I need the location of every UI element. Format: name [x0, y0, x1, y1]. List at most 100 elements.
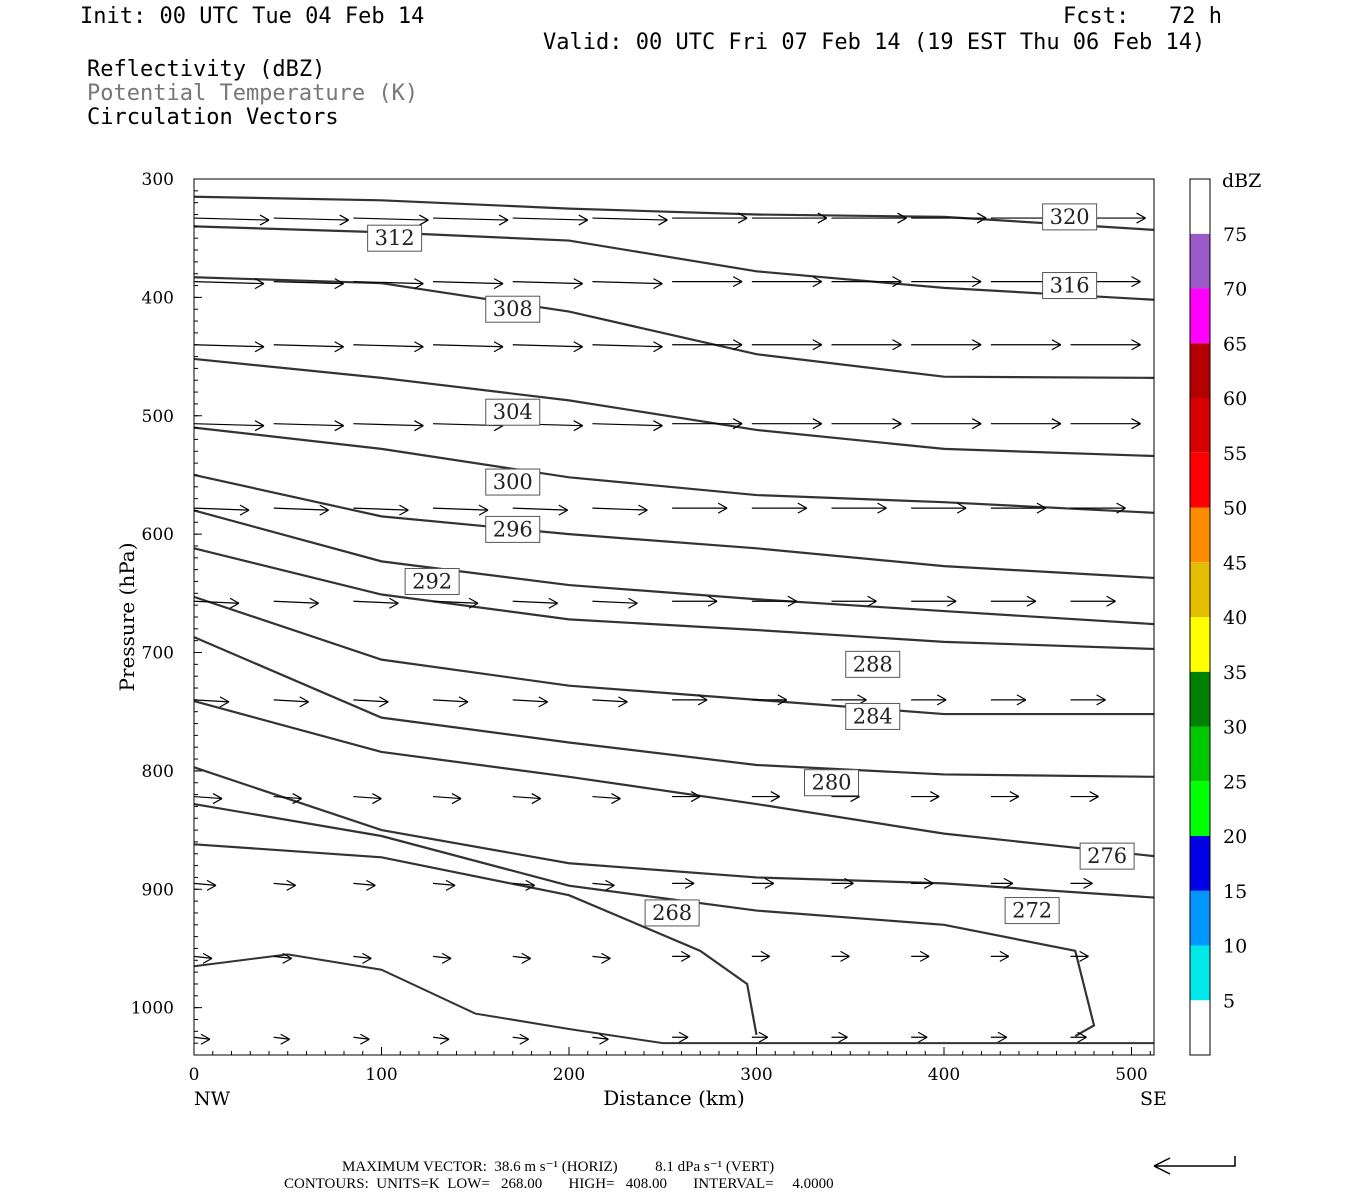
circulation-vector — [1070, 502, 1126, 514]
circulation-vector — [193, 696, 230, 708]
theta-contour-296 — [193, 509, 1155, 626]
colorbar-level-label: 35 — [1223, 662, 1247, 684]
circulation-vector — [672, 694, 708, 706]
circulation-vector — [751, 276, 823, 288]
circulation-vector — [353, 420, 424, 432]
circulation-vector — [672, 877, 695, 889]
contour-label: 316 — [1050, 274, 1090, 298]
colorbar-swatch — [1190, 452, 1210, 508]
colorbar-level-label: 65 — [1223, 333, 1247, 355]
circulation-vector — [193, 952, 213, 964]
circulation-vector — [273, 952, 292, 964]
circulation-vector — [990, 1031, 1008, 1043]
y-tick-label: 500 — [142, 407, 174, 427]
circulation-vector — [193, 1033, 211, 1045]
contour-label: 280 — [811, 771, 851, 795]
colorbar-level-label: 50 — [1223, 498, 1247, 520]
circulation-vector — [831, 877, 854, 889]
circulation-vector — [672, 950, 691, 962]
circulation-vector — [512, 597, 559, 609]
circulation-vector — [592, 420, 663, 432]
circulation-vector — [1070, 339, 1141, 351]
x-tick-label: 500 — [1115, 1065, 1147, 1085]
circulation-vector — [193, 420, 265, 432]
colorbar-swatch — [1190, 398, 1210, 453]
circulation-vector — [990, 877, 1014, 889]
y-tick-label: 700 — [142, 644, 174, 664]
circulation-vector — [592, 696, 628, 708]
circulation-vector — [990, 950, 1010, 962]
circulation-vector — [911, 418, 982, 430]
circulation-vector — [592, 504, 648, 516]
colorbar-swatch — [1190, 945, 1210, 1001]
circulation-vector — [911, 595, 957, 607]
circulation-vector — [193, 214, 270, 226]
field-reflectivity: Reflectivity (dBZ) — [87, 57, 326, 82]
contour-label-box — [485, 295, 541, 323]
circulation-vector — [433, 341, 504, 353]
circulation-vector — [672, 212, 748, 224]
theta-contour-300 — [193, 473, 1155, 580]
circulation-vector — [990, 595, 1037, 607]
circulation-vector — [990, 791, 1020, 803]
circulation-vector — [432, 1033, 450, 1045]
reference-vector-icon — [1153, 1156, 1236, 1175]
circulation-vector — [831, 502, 887, 514]
contour-label-box — [804, 769, 859, 797]
circulation-vector — [911, 276, 982, 288]
colorbar-frame — [1189, 178, 1211, 1056]
circulation-vector — [831, 212, 907, 224]
y-tick-label: 900 — [142, 880, 174, 900]
circulation-vector — [672, 1031, 689, 1043]
se-endpoint-label: SE — [1140, 1088, 1167, 1110]
circulation-vector — [353, 952, 372, 964]
circulation-vector — [1070, 791, 1099, 803]
circulation-vector — [1070, 418, 1141, 430]
circulation-vector — [831, 339, 902, 351]
colorbar-swatch — [1190, 562, 1210, 617]
circulation-vector — [433, 879, 456, 891]
contour-label: 272 — [1012, 899, 1052, 923]
circulation-vector — [990, 502, 1047, 514]
circulation-vector — [353, 278, 424, 290]
circulation-vector — [831, 950, 850, 962]
contour-label-box — [1079, 842, 1135, 870]
theta-contour-276 — [193, 766, 1155, 899]
circulation-vector — [911, 950, 930, 962]
contour-label: 320 — [1050, 205, 1090, 229]
colorbar-swatch — [1190, 233, 1210, 289]
x-tick-label: 0 — [189, 1065, 200, 1085]
circulation-vector — [1070, 950, 1089, 962]
x-tick-label: 200 — [553, 1065, 585, 1085]
circulation-vector — [592, 879, 615, 891]
circulation-vector — [353, 793, 382, 805]
circulation-vector — [831, 276, 902, 288]
contour-label-box — [1004, 897, 1060, 925]
init-time: Init: 00 UTC Tue 04 Feb 14 — [80, 4, 425, 29]
colorbar-swatch — [1190, 288, 1210, 344]
contours-caption: CONTOURS: UNITS=K LOW= 268.00 HIGH= 408.… — [284, 1176, 834, 1192]
theta-contour-320 — [193, 195, 1155, 232]
circulation-vector — [512, 793, 542, 805]
circulation-vector — [273, 420, 344, 432]
y-tick-label: 1000 — [131, 999, 174, 1019]
circulation-vector — [672, 339, 743, 351]
circulation-vector — [990, 339, 1062, 351]
circulation-vector — [512, 504, 569, 516]
contour-label: 312 — [375, 226, 415, 250]
max-vector-caption: MAXIMUM VECTOR: 38.6 m s⁻¹ (HORIZ) 8.1 d… — [342, 1159, 775, 1175]
colorbar-level-label: 15 — [1223, 881, 1247, 903]
circulation-vector — [592, 793, 621, 805]
contour-label-box — [485, 468, 541, 496]
circulation-vector — [512, 278, 584, 290]
colorbar-swatch — [1190, 343, 1210, 398]
forecast-hour: Fcst: 72 h — [1063, 4, 1222, 29]
circulation-vector — [672, 418, 743, 430]
contour-label-box — [485, 398, 541, 426]
colorbar-level-label: 25 — [1223, 771, 1247, 793]
theta-contour-280 — [193, 699, 1155, 858]
circulation-vector — [273, 793, 302, 805]
colorbar-level-label: 75 — [1223, 224, 1247, 246]
circulation-vector — [592, 952, 611, 964]
